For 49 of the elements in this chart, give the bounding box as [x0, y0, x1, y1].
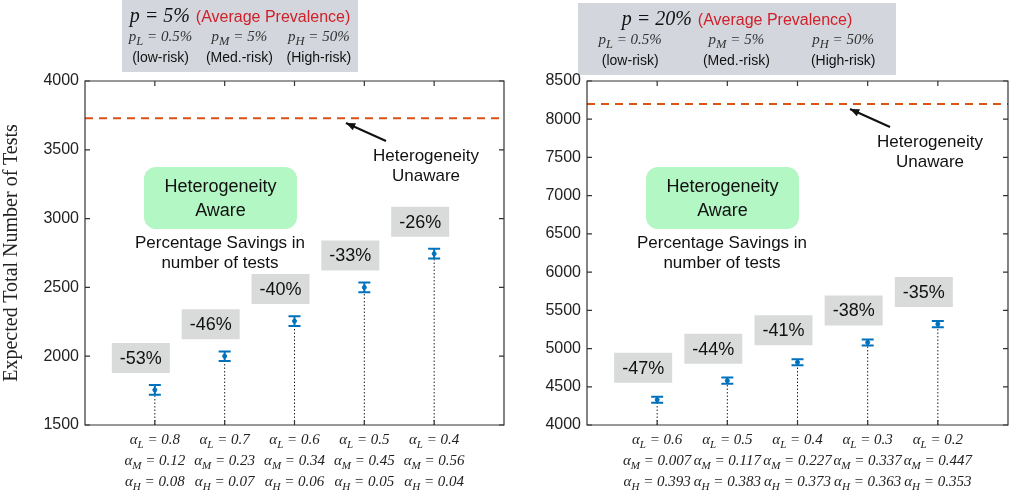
- text: (Med.-risk): [205, 49, 273, 65]
- y-tick-label: 6500: [545, 224, 582, 242]
- y-tick-label: 1500: [43, 415, 80, 433]
- y-tick-label: 8500: [545, 71, 582, 89]
- y-axis-title: Expected Total Number of Tests: [0, 124, 23, 382]
- chart-title: p = 5%: [129, 4, 190, 26]
- annotation: -53%: [119, 347, 162, 368]
- chart-subtitle: (Average Prevalence): [697, 11, 853, 28]
- y-tick-label: 4000: [545, 415, 582, 433]
- y-tick-label: 8000: [545, 109, 582, 127]
- annotation: Heterogeneity Aware: [646, 167, 799, 229]
- y-tick-label: 5000: [545, 338, 582, 356]
- y-tick-label: 5500: [545, 300, 582, 318]
- annotation: -33%: [329, 245, 372, 266]
- annotation: -47%: [622, 357, 665, 378]
- text: p$_{H}$ = 50%: [810, 31, 875, 52]
- annotation: -40%: [259, 279, 302, 300]
- annotation: Percentage Savings in number of tests: [133, 233, 307, 273]
- annotation: -35%: [902, 282, 945, 303]
- chart-title: p = 20%: [621, 7, 692, 29]
- text: (Med.-risk): [702, 52, 770, 68]
- ref-line-label: Heterogeneity Unaware: [372, 146, 480, 187]
- annotation: Heterogeneity Aware: [144, 167, 297, 229]
- text: (High-risk): [286, 49, 352, 65]
- ref-line-label: Heterogeneity Unaware: [876, 131, 984, 172]
- text: p$_{M}$ = 5%: [210, 28, 269, 49]
- y-tick-label: 7500: [545, 147, 582, 165]
- text: p$_{M}$ = 5%: [707, 31, 766, 52]
- annotation: -38%: [832, 300, 875, 321]
- y-tick-label: 2000: [43, 346, 80, 364]
- annotation: -46%: [189, 314, 232, 335]
- y-tick-label: 2500: [43, 277, 80, 295]
- text: p$_{L}$ = 0.5%: [128, 28, 193, 49]
- text: (High-risk): [810, 52, 876, 68]
- annotation: Percentage Savings in number of tests: [635, 233, 809, 273]
- annotation: -26%: [399, 211, 442, 232]
- annotation: -44%: [692, 338, 735, 359]
- text: p$_{H}$ = 50%: [286, 28, 351, 49]
- y-tick-label: 6000: [545, 262, 582, 280]
- y-tick-label: 7000: [545, 186, 582, 204]
- text: p$_{L}$ = 0.5%: [598, 31, 662, 52]
- y-tick-label: 4000: [43, 71, 80, 89]
- text: (low-risk): [131, 49, 190, 65]
- annotation: -41%: [762, 320, 805, 341]
- chart-subtitle: (Average Prevalence): [195, 8, 351, 25]
- y-tick-label: 4500: [545, 377, 582, 395]
- text: (low-risk): [600, 52, 660, 68]
- y-tick-label: 3500: [43, 140, 80, 158]
- y-tick-label: 3000: [43, 209, 80, 227]
